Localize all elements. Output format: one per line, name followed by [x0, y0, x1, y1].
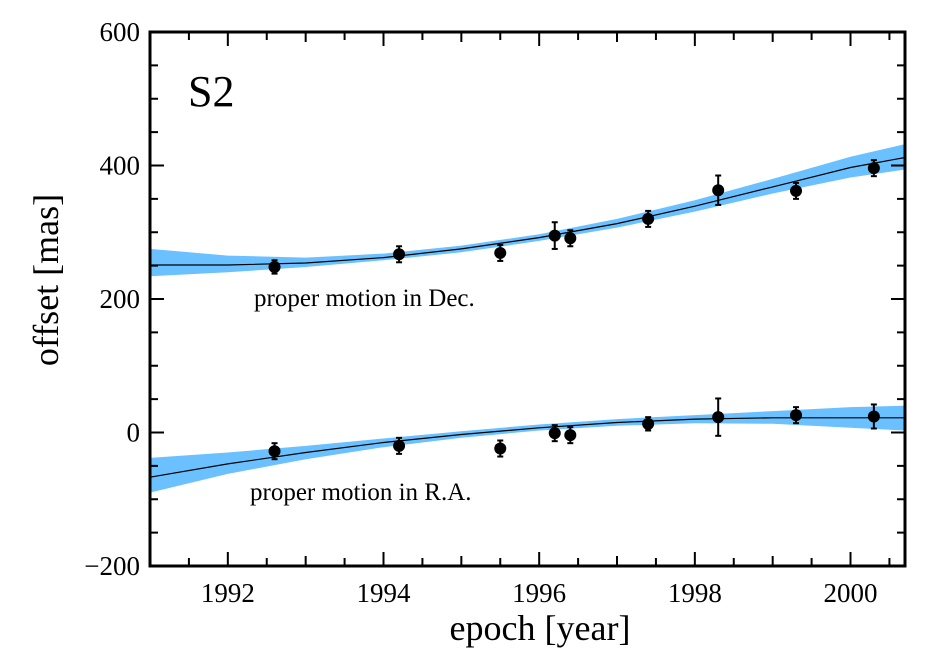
uncertainty-band-0: [150, 144, 905, 277]
point-marker: [268, 260, 281, 273]
y-tick-label: 400: [100, 151, 141, 181]
data-point-1-6: [712, 397, 725, 437]
data-point-0-8: [867, 159, 880, 178]
point-marker: [548, 427, 561, 440]
point-marker: [712, 411, 725, 424]
y-tick-label: 200: [100, 284, 141, 314]
ticks-layer: [149, 31, 905, 567]
point-marker: [790, 184, 803, 197]
fit-line-0: [150, 156, 906, 266]
data-point-1-5: [642, 416, 655, 432]
fit-lines-layer: [149, 156, 906, 478]
data-point-0-5: [642, 209, 655, 228]
point-marker: [393, 248, 406, 261]
x-tick-label: 1994: [357, 578, 412, 608]
x-tick-label: 1998: [668, 578, 722, 608]
annotation-ra: proper motion in R.A.: [250, 479, 472, 506]
y-tick-label: 600: [100, 17, 141, 47]
point-marker: [548, 229, 561, 242]
point-marker: [642, 212, 655, 225]
data-point-0-1: [393, 245, 406, 264]
x-axis-title: epoch [year]: [450, 608, 631, 648]
data-point-1-0: [268, 442, 281, 461]
data-point-0-4: [564, 229, 577, 248]
point-marker: [564, 232, 577, 245]
x-tick-label: 1996: [512, 578, 566, 608]
data-points-layer: [268, 159, 880, 461]
point-marker: [268, 445, 281, 458]
data-point-0-6: [712, 174, 725, 206]
x-tick-label: 1992: [201, 578, 255, 608]
data-point-1-2: [494, 439, 507, 458]
point-marker: [564, 429, 577, 442]
data-point-1-1: [393, 436, 406, 455]
bands-layer: [150, 144, 905, 493]
point-marker: [712, 184, 725, 197]
data-point-1-4: [564, 426, 577, 445]
point-marker: [393, 439, 406, 452]
x-tick-label: 2000: [824, 578, 878, 608]
annotation-dec: proper motion in Dec.: [254, 285, 475, 312]
data-point-0-3: [548, 221, 561, 250]
y-tick-label: −200: [84, 551, 140, 581]
point-marker: [867, 410, 880, 423]
point-marker: [867, 162, 880, 175]
chart-title: S2: [188, 67, 234, 116]
tick-labels-layer: 1992 1994 1996 1998 2000 −200 0 200 400 600: [84, 17, 877, 608]
data-point-1-8: [867, 403, 880, 430]
data-point-0-0: [268, 259, 281, 275]
data-point-1-3: [548, 424, 561, 443]
point-marker: [494, 442, 507, 455]
point-marker: [494, 246, 507, 259]
y-axis-title: offset [mas]: [26, 194, 66, 366]
data-point-0-2: [494, 243, 507, 262]
point-marker: [790, 409, 803, 422]
uncertainty-band-1: [150, 405, 905, 493]
y-tick-label: 0: [127, 418, 141, 448]
point-marker: [642, 417, 655, 430]
data-point-1-7: [790, 406, 803, 425]
data-point-0-7: [790, 181, 803, 200]
